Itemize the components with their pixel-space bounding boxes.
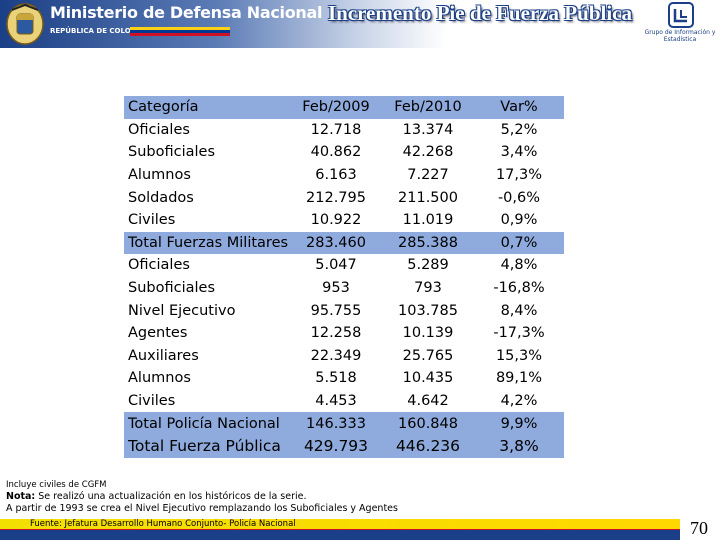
cell-variation: 15,3% bbox=[495, 347, 543, 364]
source-text: Fuente: Jefatura Desarrollo Humano Conju… bbox=[30, 519, 296, 529]
cell-variation: 8,4% bbox=[500, 302, 538, 319]
table-row: Civiles 10.922 11.019 0,9% bbox=[124, 209, 564, 232]
cell-feb-2009: 4.453 bbox=[315, 393, 357, 410]
cell-category: Total Fuerzas Militares bbox=[124, 231, 290, 255]
table-row: Auxiliares 22.349 25.765 15,3% bbox=[124, 345, 564, 368]
cell-category: Oficiales bbox=[128, 121, 190, 138]
coat-of-arms-icon bbox=[6, 3, 44, 45]
cell-category: Civiles bbox=[128, 393, 176, 410]
cell-feb-2009: 12.718 bbox=[310, 121, 362, 138]
table-row: Soldados 212.795 211.500 -0,6% bbox=[124, 186, 564, 209]
cell-variation: 4,2% bbox=[500, 393, 538, 410]
cell-variation: 17,3% bbox=[495, 167, 543, 184]
cell-feb-2010: 793 bbox=[414, 280, 442, 297]
cell-feb-2010: 160.848 bbox=[382, 412, 474, 435]
cell-feb-2010: 10.139 bbox=[402, 325, 454, 342]
header-banner: Ministerio de Defensa Nacional REPÚBLICA… bbox=[0, 0, 720, 48]
cell-category: Agentes bbox=[128, 325, 188, 342]
cell-feb-2009: 6.163 bbox=[315, 167, 357, 184]
cell-feb-2010: 211.500 bbox=[398, 189, 458, 206]
cell-feb-2010: 5.289 bbox=[407, 257, 449, 274]
table-row: Suboficiales 40.862 42.268 3,4% bbox=[124, 141, 564, 164]
statistics-group-logo-icon bbox=[668, 2, 694, 28]
table-total-row: Total Policía Nacional 146.333 160.848 9,9% bbox=[124, 412, 564, 435]
cell-category: Suboficiales bbox=[128, 280, 215, 297]
cell-category: Civiles bbox=[128, 212, 176, 229]
cell-feb-2010: 103.785 bbox=[398, 302, 458, 319]
cell-feb-2009: 22.349 bbox=[310, 347, 362, 364]
footnote-civilians: Incluye civiles de CGFM bbox=[6, 480, 107, 490]
footnote-nota: Nota: Se realizó una actualización en lo… bbox=[6, 491, 666, 503]
footnote-nota-label: Nota: bbox=[6, 491, 36, 502]
column-header-category: Categoría bbox=[124, 96, 290, 119]
table-row: Suboficiales 953 793 -16,8% bbox=[124, 277, 564, 300]
column-header-feb-2010: Feb/2010 bbox=[382, 96, 474, 119]
force-size-table: Categoría Feb/2009 Feb/2010 Var% Oficial… bbox=[124, 96, 564, 458]
cell-variation: -17,3% bbox=[493, 325, 545, 342]
table-total-row: Total Fuerzas Militares 283.460 285.388 0,7… bbox=[124, 231, 564, 255]
table-row: Agentes 12.258 10.139 -17,3% bbox=[124, 322, 564, 345]
column-header-variation: Var% bbox=[474, 96, 564, 119]
cell-feb-2009: 10.922 bbox=[310, 212, 362, 229]
cell-feb-2010: 4.642 bbox=[407, 393, 449, 410]
page-number: 70 bbox=[690, 518, 708, 538]
cell-feb-2009: 40.862 bbox=[310, 144, 362, 161]
ministry-name: Ministerio de Defensa Nacional bbox=[50, 3, 323, 22]
table-row: Alumnos 5.518 10.435 89,1% bbox=[124, 367, 564, 390]
cell-feb-2010: 10.435 bbox=[402, 370, 454, 387]
cell-variation: 4,8% bbox=[500, 257, 538, 274]
table-header-row: Categoría Feb/2009 Feb/2010 Var% bbox=[124, 96, 564, 119]
cell-feb-2010: 285.388 bbox=[382, 231, 474, 255]
footnote-nivel-ejecutivo: A partir de 1993 se crea el Nivel Ejecut… bbox=[6, 503, 398, 514]
cell-variation: 89,1% bbox=[495, 370, 543, 387]
cell-feb-2009: 429.793 bbox=[290, 434, 382, 458]
cell-feb-2009: 95.755 bbox=[310, 302, 362, 319]
cell-feb-2009: 146.333 bbox=[290, 412, 382, 435]
cell-feb-2009: 953 bbox=[322, 280, 350, 297]
source-bar-blue-stripe bbox=[0, 530, 680, 540]
source-bar bbox=[0, 519, 680, 530]
table-row: Oficiales 5.047 5.289 4,8% bbox=[124, 254, 564, 277]
cell-variation: 5,2% bbox=[500, 121, 538, 138]
table-grand-total-row: Total Fuerza Pública 429.793 446.236 3,8% bbox=[124, 434, 564, 458]
cell-variation: -16,8% bbox=[493, 280, 545, 297]
cell-feb-2010: 7.227 bbox=[407, 167, 449, 184]
cell-feb-2010: 42.268 bbox=[402, 144, 454, 161]
cell-category: Auxiliares bbox=[128, 347, 199, 364]
slide-title: Incremento Pie de Fuerza Pública bbox=[327, 1, 632, 25]
cell-variation: 9,9% bbox=[474, 412, 564, 435]
cell-variation: 3,4% bbox=[500, 144, 538, 161]
cell-variation: -0,6% bbox=[497, 189, 541, 206]
table-row: Civiles 4.453 4.642 4,2% bbox=[124, 390, 564, 413]
cell-variation: 0,9% bbox=[500, 212, 538, 229]
footnote-nota-text: Se realizó una actualización en los hist… bbox=[35, 491, 307, 502]
cell-category: Total Fuerza Pública bbox=[124, 434, 290, 458]
cell-feb-2010: 11.019 bbox=[402, 212, 454, 229]
cell-category: Alumnos bbox=[128, 370, 191, 387]
cell-category: Oficiales bbox=[128, 257, 190, 274]
cell-feb-2010: 13.374 bbox=[402, 121, 454, 138]
column-header-feb-2009: Feb/2009 bbox=[290, 96, 382, 119]
cell-category: Suboficiales bbox=[128, 144, 215, 161]
cell-variation: 3,8% bbox=[474, 434, 564, 458]
cell-variation: 0,7% bbox=[474, 231, 564, 255]
table-row: Nivel Ejecutivo 95.755 103.785 8,4% bbox=[124, 299, 564, 322]
footnotes: Incluye civiles de CGFM Nota: Se realizó… bbox=[6, 479, 666, 515]
cell-feb-2009: 283.460 bbox=[290, 231, 382, 255]
cell-category: Total Policía Nacional bbox=[124, 412, 290, 435]
table-row: Oficiales 12.718 13.374 5,2% bbox=[124, 119, 564, 142]
colombia-flag-stripe bbox=[130, 27, 230, 36]
cell-feb-2009: 12.258 bbox=[310, 325, 362, 342]
cell-feb-2009: 5.518 bbox=[315, 370, 357, 387]
statistics-group-label: Grupo de Información y Estadística bbox=[644, 29, 716, 43]
cell-category: Soldados bbox=[128, 189, 194, 206]
cell-feb-2009: 212.795 bbox=[306, 189, 366, 206]
cell-category: Nivel Ejecutivo bbox=[128, 302, 236, 319]
cell-category: Alumnos bbox=[128, 167, 191, 184]
cell-feb-2010: 25.765 bbox=[402, 347, 454, 364]
cell-feb-2009: 5.047 bbox=[315, 257, 357, 274]
cell-feb-2010: 446.236 bbox=[382, 434, 474, 458]
table-row: Alumnos 6.163 7.227 17,3% bbox=[124, 164, 564, 187]
republic-name: REPÚBLICA DE COLOMBIA bbox=[50, 27, 151, 35]
